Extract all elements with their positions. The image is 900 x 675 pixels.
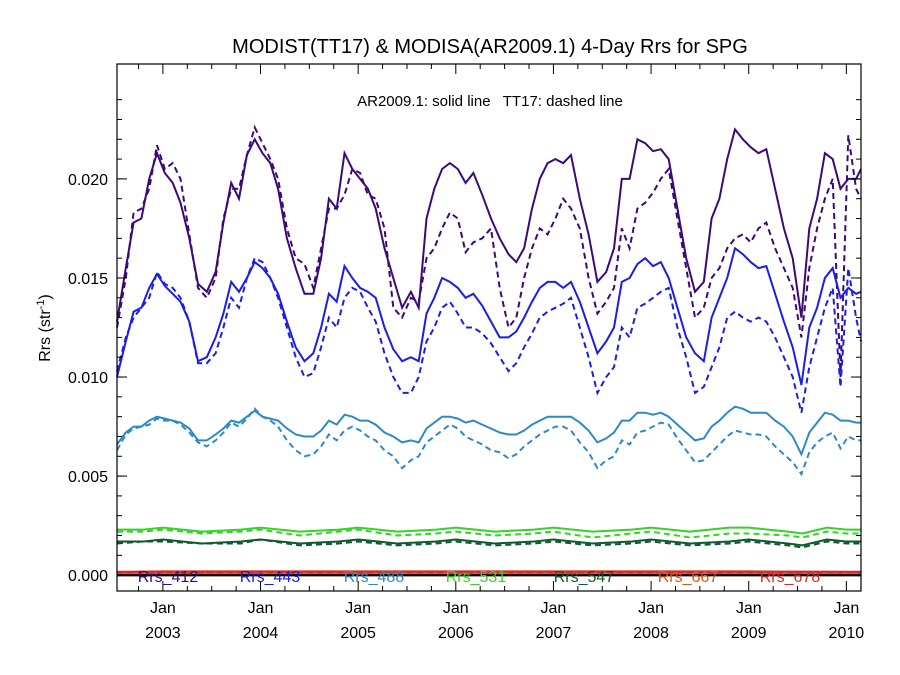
legend-entry-Rrs_547: Rrs_547 (554, 569, 615, 586)
x-tick-label-month: Jan (638, 600, 664, 617)
x-tick-label-month: Jan (345, 600, 371, 617)
legend-entry-Rrs_412: Rrs_412 (138, 569, 199, 586)
x-tick-label-month: Jan (150, 600, 176, 617)
y-axis-label-text: Rrs (str (37, 309, 54, 362)
legend: Rrs_412 Rrs_443 Rrs_488 Rrs_531 Rrs_547 Rrs_6… (138, 569, 821, 586)
x-tick-label-year: 2009 (731, 625, 767, 642)
x-tick-label-month: Jan (833, 600, 859, 617)
y-tick-label: 0.000 (68, 568, 108, 585)
plot-frame (116, 63, 862, 592)
x-tick-label-year: 2008 (633, 625, 669, 642)
x-tick-label-year: 2006 (438, 625, 474, 642)
series-line-solid-Rrs_488 (116, 405, 861, 457)
x-axis: Jan 2003 Jan 2004 Jan 2005 Jan 2006 Jan 2007 Jan 20… (137, 64, 865, 642)
chart-annotation: AR2009.1: solid line TT17: dashed line (357, 93, 623, 110)
legend-entry-Rrs_678: Rrs_678 (760, 569, 821, 586)
y-axis: 0.000 0.005 0.010 0.015 0.020 (68, 99, 861, 585)
x-tick-label-month: Jan (541, 600, 567, 617)
series-line-dashed-Rrs_412 (116, 124, 862, 378)
series-line-solid-Rrs_547 (117, 538, 861, 547)
series-line-solid-Rrs_443 (116, 246, 862, 386)
y-axis-label-superscript: -1 (35, 300, 47, 310)
legend-entry-Rrs_531: Rrs_531 (446, 569, 507, 586)
series-line-dashed-Rrs_443 (116, 256, 862, 413)
plot-area (116, 124, 862, 577)
x-tick-label-year: 2010 (829, 625, 865, 642)
x-tick-label-month: Jan (736, 600, 762, 617)
x-tick-label-year: 2005 (340, 625, 376, 642)
y-tick-label: 0.020 (68, 172, 108, 189)
x-tick-label-year: 2007 (536, 625, 572, 642)
series-line-solid-Rrs_531 (117, 526, 861, 535)
legend-entry-Rrs_667: Rrs_667 (658, 569, 719, 586)
x-tick-label-year: 2004 (243, 625, 279, 642)
legend-entry-Rrs_443: Rrs_443 (240, 569, 301, 586)
y-tick-label: 0.010 (68, 370, 108, 387)
x-tick-label-year: 2003 (145, 625, 181, 642)
series-line-dashed-Rrs_488 (116, 407, 861, 477)
y-tick-label: 0.005 (68, 469, 108, 486)
legend-entry-Rrs_488: Rrs_488 (344, 569, 405, 586)
y-axis-label: Rrs (str-1) (35, 294, 54, 362)
y-tick-label: 0.015 (68, 271, 108, 288)
series-line-solid-Rrs_412 (116, 127, 862, 322)
y-axis-label-close: ) (37, 294, 54, 299)
chart-title: MODIST(TT17) & MODISA(AR2009.1) 4-Day Rr… (232, 36, 748, 58)
x-tick-label-month: Jan (248, 600, 274, 617)
x-tick-label-month: Jan (443, 600, 469, 617)
